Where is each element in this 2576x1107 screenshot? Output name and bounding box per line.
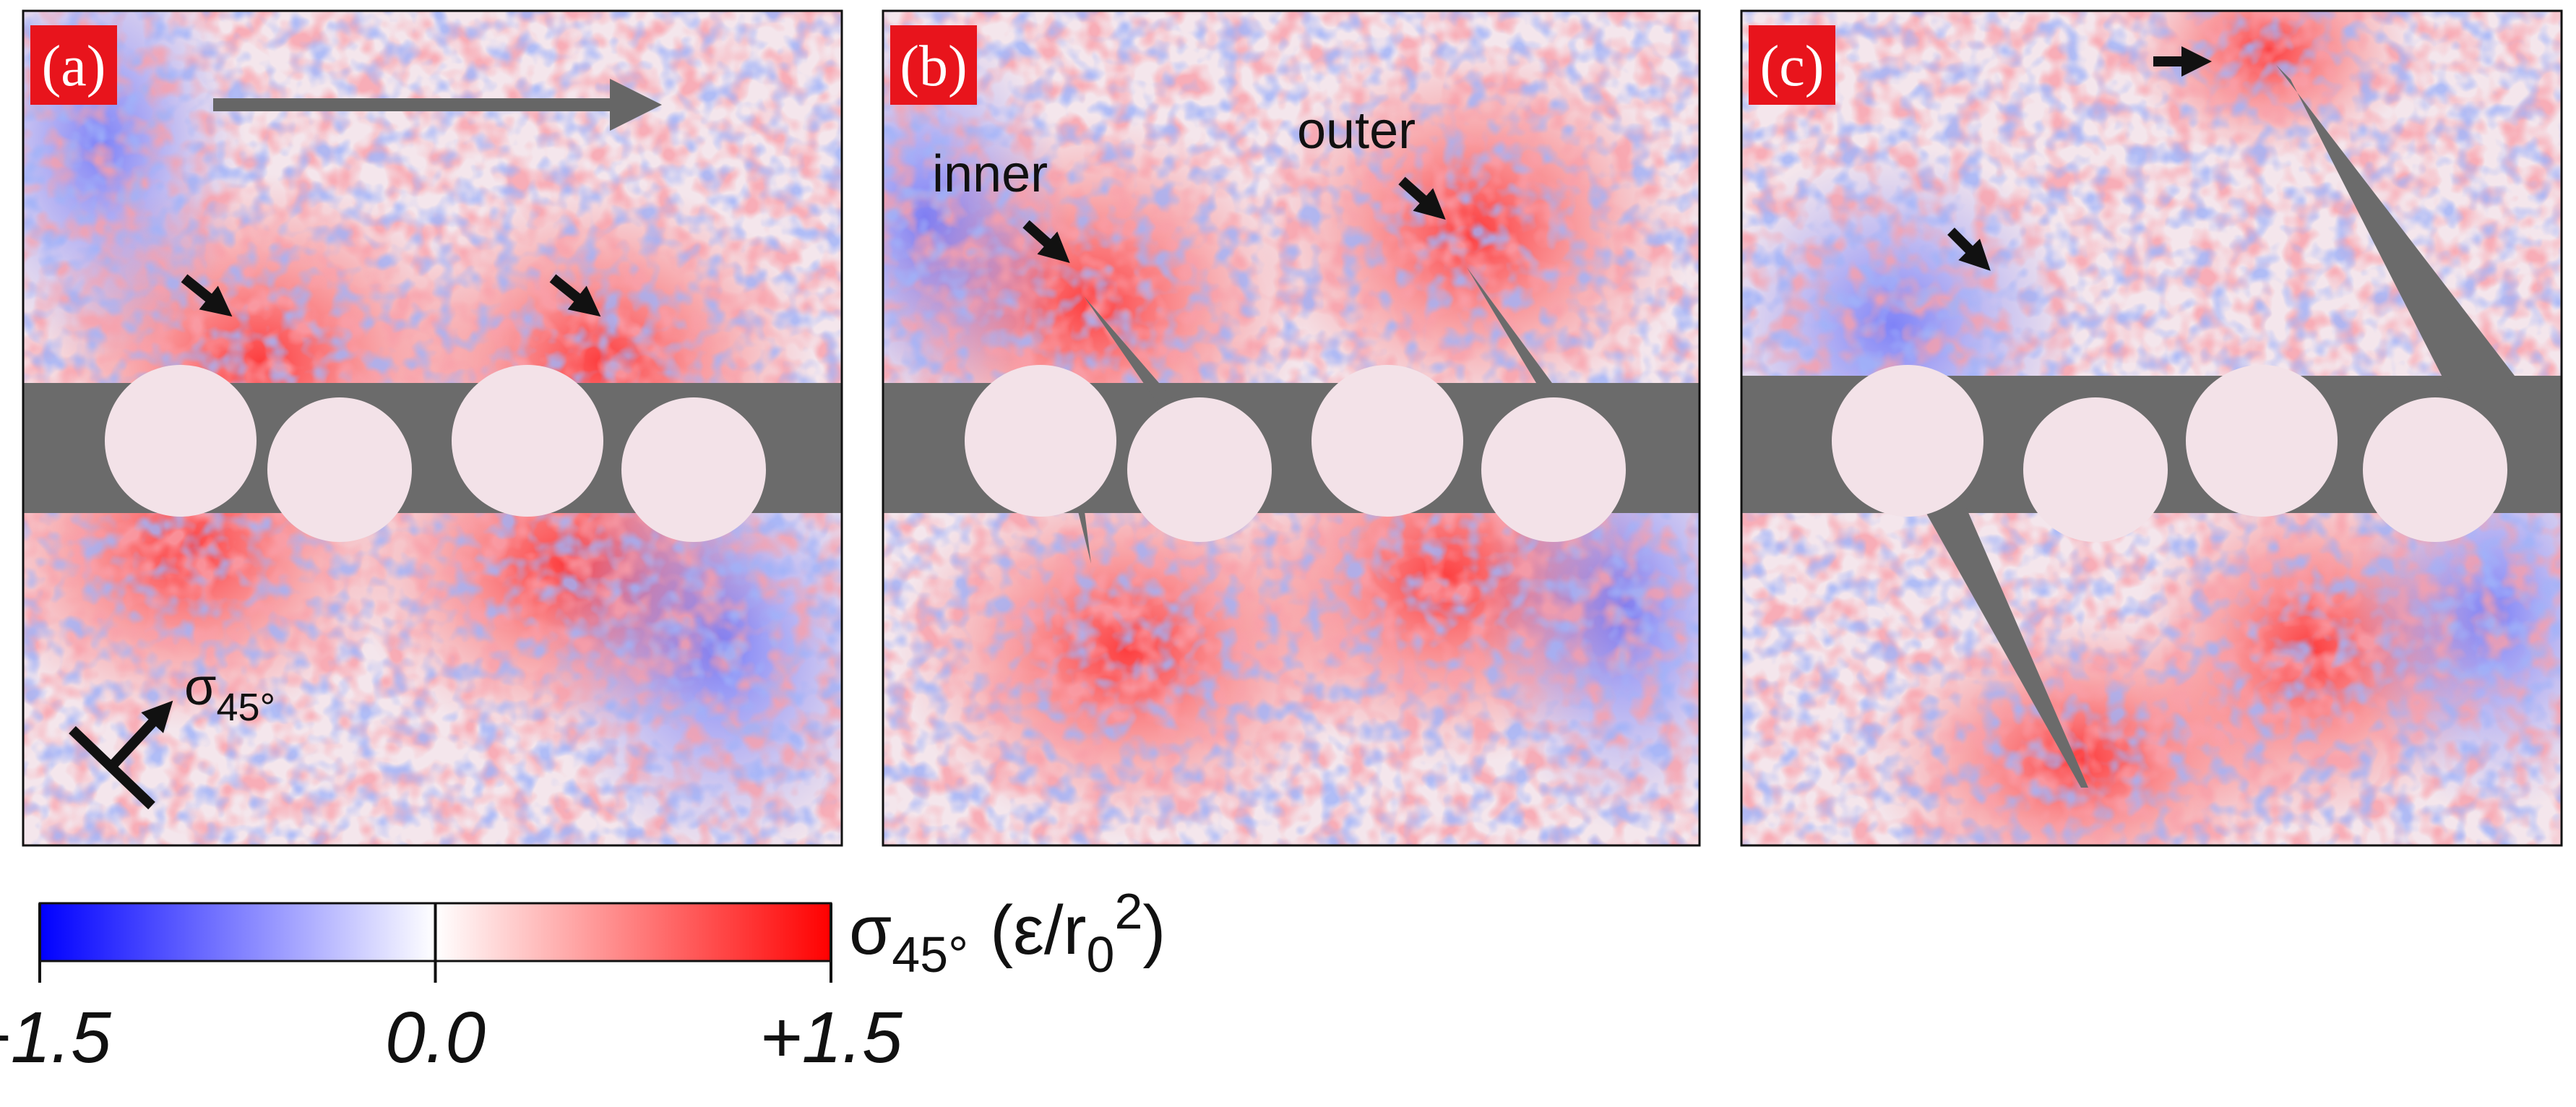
symbol: σ — [184, 658, 216, 716]
label-box — [30, 25, 117, 105]
annotation: outer — [1297, 102, 1416, 160]
panel-b — [883, 11, 1700, 845]
subscript: 45° — [216, 686, 275, 729]
panel-c — [1741, 11, 2562, 845]
label-box — [890, 25, 977, 105]
subscript: 0 — [1087, 926, 1115, 983]
unit: ) — [1142, 892, 1166, 969]
panel-label: (c) — [1760, 35, 1825, 98]
label-box — [1749, 25, 1835, 105]
unit: (ε/r — [990, 892, 1086, 969]
panel-frames — [22, 9, 2563, 847]
colorbar-label: σ45° (ε/r02) — [849, 883, 1166, 983]
annotation: inner — [932, 145, 1048, 203]
panel-label: (b) — [900, 35, 967, 98]
tick-label: 0.0 — [385, 997, 486, 1078]
subscript: 45° — [892, 926, 968, 983]
arrows — [69, 46, 2212, 810]
panel-label: (a) — [42, 35, 106, 98]
superscript: 2 — [1114, 883, 1142, 939]
stress-symbol: σ45° — [184, 658, 275, 729]
symbol: σ — [849, 892, 892, 969]
tick-label: +1.5 — [759, 997, 903, 1078]
tick-label: −1.5 — [0, 997, 111, 1078]
